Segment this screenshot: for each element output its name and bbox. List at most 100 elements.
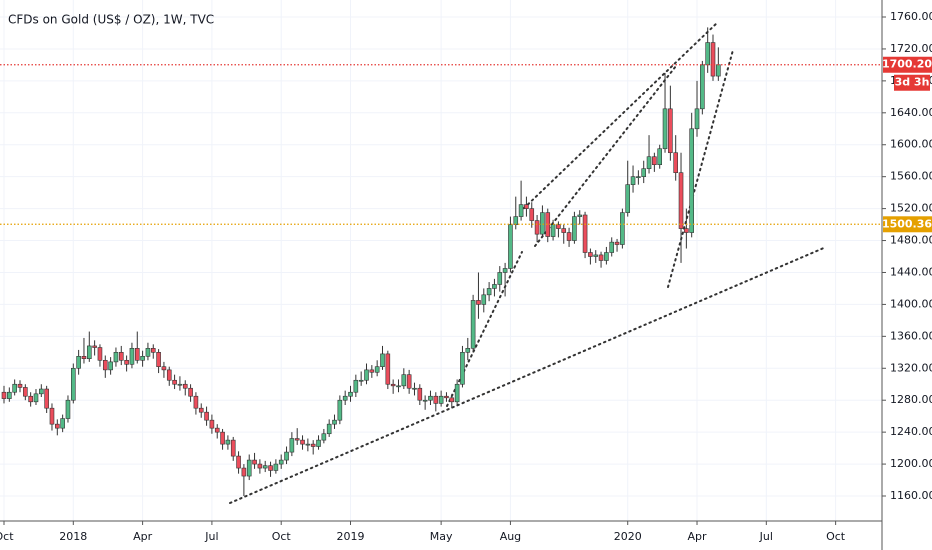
x-tick-label: 2018 xyxy=(59,530,87,543)
candle-body xyxy=(449,397,455,403)
price-label-box xyxy=(883,56,932,73)
x-tick-label: 2020 xyxy=(614,530,642,543)
candle-body xyxy=(380,353,385,367)
candle-body xyxy=(348,391,353,397)
candle-body xyxy=(262,465,268,469)
x-tick-label: 2019 xyxy=(337,530,365,543)
trend-line xyxy=(446,251,523,407)
candle-body xyxy=(60,418,65,429)
price-label: 1700.20 xyxy=(882,58,932,71)
candle-body xyxy=(556,224,561,229)
candle-body xyxy=(177,383,183,386)
candle-body xyxy=(273,463,279,471)
candle-body xyxy=(710,42,716,77)
trend-line xyxy=(667,49,734,288)
y-tick-label: 1480.00 xyxy=(890,234,932,247)
candle-body xyxy=(337,399,343,421)
x-tick-label: Jul xyxy=(759,530,773,543)
candle-body xyxy=(182,383,188,389)
candle-body xyxy=(561,228,567,233)
candle-body xyxy=(412,387,417,390)
candle-body xyxy=(492,284,497,289)
candle-body xyxy=(374,366,380,373)
candle-body xyxy=(396,385,401,388)
candle-body xyxy=(662,108,668,150)
y-tick-label: 1160.00 xyxy=(890,489,932,502)
candle-body xyxy=(438,395,444,404)
countdown-label: 3d 3h xyxy=(895,76,930,89)
candle-body xyxy=(17,383,23,388)
candle-body xyxy=(332,419,337,425)
trend-lines xyxy=(229,21,827,504)
candle-body xyxy=(140,356,145,361)
candle-body xyxy=(700,64,705,110)
candle-body xyxy=(316,439,321,447)
candle-body xyxy=(678,172,684,229)
candle-body xyxy=(401,374,407,387)
x-tick-label: Jul xyxy=(204,530,218,543)
candle-body xyxy=(278,459,284,465)
candle-body xyxy=(364,369,369,381)
candle-body xyxy=(614,241,620,245)
candle-body xyxy=(353,379,359,393)
y-tick-label: 1560.00 xyxy=(890,170,932,183)
candle-body xyxy=(236,455,241,469)
candle-body xyxy=(209,419,215,429)
candle-body xyxy=(71,367,76,401)
candle-body xyxy=(369,369,375,373)
candle-body xyxy=(604,252,609,261)
candle-body xyxy=(508,224,513,269)
candle-body xyxy=(444,395,449,399)
candle-body xyxy=(28,395,33,403)
y-tick-label: 1240.00 xyxy=(890,425,932,438)
candle-body xyxy=(454,383,460,403)
candle-body xyxy=(428,395,433,401)
candle-body xyxy=(582,214,588,253)
candle-body xyxy=(513,216,519,225)
x-tick-label: Aug xyxy=(500,530,521,543)
candle-body xyxy=(172,379,177,385)
candle-body xyxy=(44,388,49,409)
candle-body xyxy=(225,439,231,445)
candle-body xyxy=(673,152,678,173)
candle-body xyxy=(358,379,364,382)
candle-body xyxy=(460,352,465,385)
candle-body xyxy=(289,438,295,453)
candle-body xyxy=(465,348,471,353)
y-tick-label: 1720.00 xyxy=(890,42,932,55)
x-tick-label: Apr xyxy=(133,530,153,543)
candle-body xyxy=(598,254,604,261)
candle-body xyxy=(566,232,572,241)
candle-body xyxy=(417,387,423,401)
candle-body xyxy=(102,359,108,371)
candle-body xyxy=(668,108,673,154)
candle-body xyxy=(49,407,55,425)
candle-body xyxy=(156,352,161,367)
candle-body xyxy=(652,156,657,165)
y-tick-label: 1400.00 xyxy=(890,297,932,310)
candle-body xyxy=(310,443,316,447)
candle-body xyxy=(406,374,412,389)
candle-body xyxy=(486,288,492,296)
candle-body xyxy=(577,214,583,217)
x-tick-label: Oct xyxy=(272,530,292,543)
candle-body xyxy=(321,433,327,441)
chart-title: CFDs on Gold (US$ / OZ), 1W, TVC xyxy=(8,13,214,27)
x-tick-label: May xyxy=(430,530,453,543)
candle-body xyxy=(81,356,87,359)
candle-body xyxy=(294,438,300,441)
candle-body xyxy=(55,423,60,429)
candle-body xyxy=(657,148,663,165)
candle-body xyxy=(476,300,481,305)
candle-body xyxy=(588,252,593,257)
candle-body xyxy=(524,204,529,209)
candle-body xyxy=(497,272,503,285)
candle-body xyxy=(705,42,710,66)
candle-body xyxy=(220,431,225,445)
candle-body xyxy=(134,348,140,361)
candle-body xyxy=(385,353,391,385)
candle-body xyxy=(593,254,599,257)
candle-body xyxy=(540,212,545,235)
candle-body xyxy=(124,359,129,365)
